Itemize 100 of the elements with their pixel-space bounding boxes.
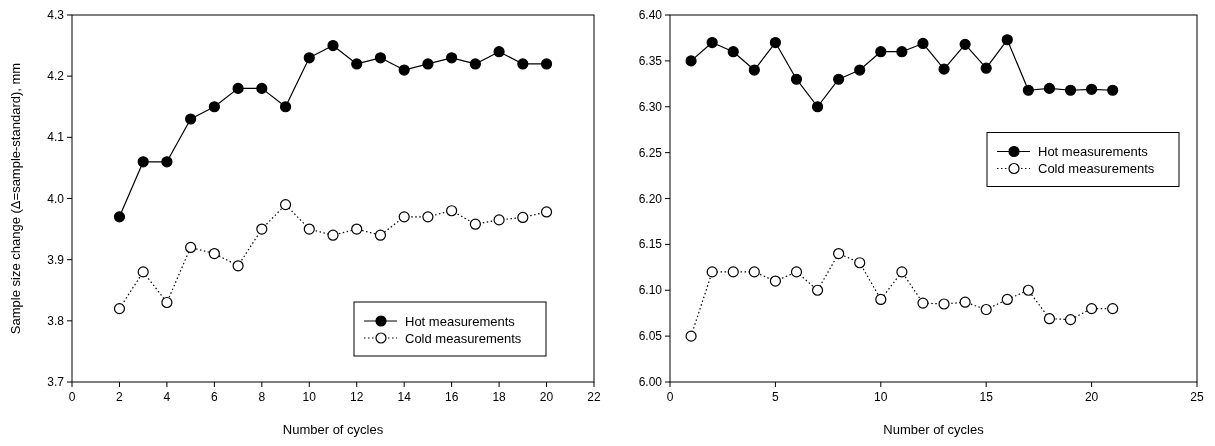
point [980,303,992,316]
point [185,241,197,254]
x-tick-label: 14 [397,390,412,404]
x-tick-label: 18 [492,390,507,404]
point [875,46,887,58]
x-tick-label: 20 [539,390,554,404]
point [896,266,908,278]
x-axis-title: Number of cycles [282,422,384,437]
point [374,229,387,241]
point [493,46,505,58]
point [303,52,315,64]
point [351,223,363,235]
point [185,113,197,125]
point [374,52,387,64]
x-tick-label: 20 [1084,390,1099,404]
y-tick-label: 3.8 [47,313,65,328]
point [896,46,908,58]
point [1086,83,1098,95]
point [1107,303,1119,315]
x-tick-label: 12 [350,390,364,404]
point [769,36,781,49]
point [685,330,697,342]
y-tick-label: 6.35 [638,53,663,68]
point [980,62,992,74]
point [161,156,173,168]
point [769,275,781,287]
y-tick-label: 6.05 [638,329,663,344]
point [811,284,824,296]
point [540,58,553,70]
point [1001,293,1013,306]
y-tick-label: 6.20 [638,191,663,206]
point [279,199,292,211]
point [398,64,410,76]
point [398,211,410,223]
point [232,82,244,94]
point [446,205,458,217]
legend-label: Hot measurements [1038,144,1149,159]
point [279,101,292,113]
point [1022,84,1034,96]
y-tick-label: 4.0 [47,191,65,206]
point [422,58,434,70]
x-tick-label: 2 [116,390,124,404]
point [446,52,458,64]
point [959,38,971,50]
x-tick-label: 4 [163,390,171,404]
legend-label: Cold measurements [1038,161,1155,176]
point [833,247,845,260]
legend-label: Cold measurements [405,330,522,346]
point [469,58,481,70]
point [790,73,803,85]
point [1043,82,1056,94]
y-tick-label: 6.40 [638,8,663,22]
point [327,229,339,241]
y-tick-label: 6.25 [638,145,663,160]
y-tick-label: 4.1 [47,130,65,145]
point [137,156,149,168]
point [959,296,971,308]
point [161,296,173,309]
point [875,293,887,306]
point [727,46,739,58]
point [208,101,220,113]
point [748,266,760,278]
x-tick-label: 5 [772,390,780,404]
point [113,303,126,315]
point [422,211,434,223]
x-tick-label: 15 [979,390,994,404]
x-tick-label: 0 [666,390,674,404]
x-axis-title: Number of cycles [883,422,985,437]
x-tick-label: 0 [68,390,76,404]
point [1064,314,1077,326]
point [232,260,244,272]
x-tick-label: 25 [1190,390,1204,404]
y-tick-label: 6.10 [638,283,663,298]
point [1107,84,1119,96]
point [303,223,315,235]
point [208,247,220,260]
point [833,73,845,85]
x-tick-label: 10 [874,390,888,404]
point [137,266,149,278]
point [517,211,529,224]
y-tick-label: 6.00 [638,375,663,389]
point [1043,313,1056,325]
point [540,206,553,218]
y-tick-label: 3.7 [47,375,65,389]
y-tick-label: 6.15 [638,237,663,252]
point [1001,34,1013,46]
point [854,64,866,76]
point [256,223,268,235]
x-tick-label: 8 [258,390,266,404]
point [685,55,697,67]
x-tick-label: 10 [302,390,317,404]
x-tick-label: 22 [587,390,601,404]
point [854,257,866,269]
point [748,64,760,76]
point [706,266,718,278]
x-tick-label: 6 [211,390,219,404]
point [1064,84,1077,96]
point [790,266,803,278]
point [938,63,950,75]
point [727,266,739,278]
